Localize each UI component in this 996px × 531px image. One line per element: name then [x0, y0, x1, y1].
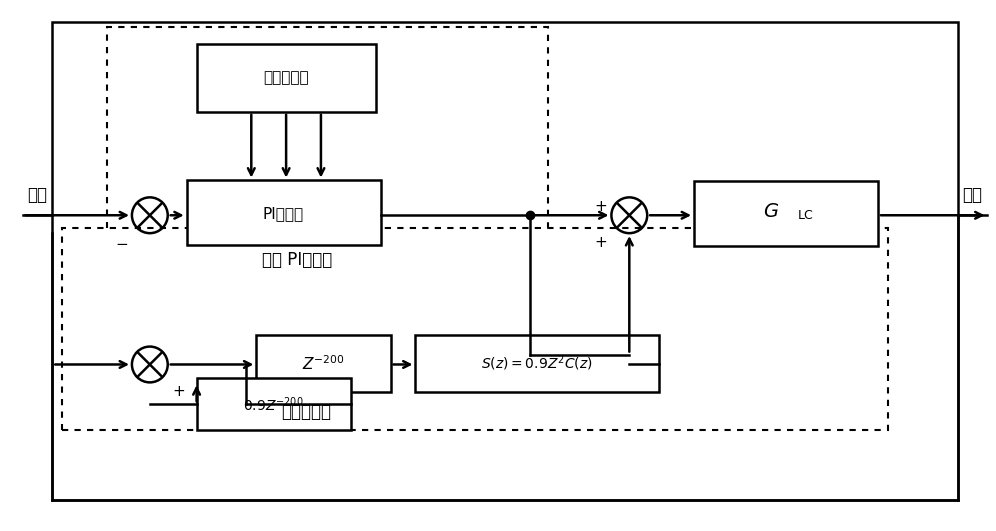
Text: LC: LC	[798, 209, 814, 222]
Text: $S(z)=0.9Z^{2}C(z)$: $S(z)=0.9Z^{2}C(z)$	[481, 354, 593, 373]
Text: $+$: $+$	[595, 235, 608, 250]
Bar	[63, 228, 888, 430]
Text: $-$: $-$	[115, 235, 127, 250]
Bar	[196, 44, 375, 112]
Text: $Z^{-200}$: $Z^{-200}$	[302, 354, 345, 373]
Text: 模糊 PI控制器: 模糊 PI控制器	[262, 251, 333, 269]
Bar	[196, 379, 351, 430]
Text: $+$: $+$	[171, 384, 185, 399]
Bar	[256, 335, 390, 392]
Bar	[694, 182, 878, 246]
Bar	[415, 335, 659, 392]
Bar	[107, 27, 548, 275]
Text: 输出: 输出	[962, 186, 983, 204]
Text: $+$: $+$	[595, 199, 608, 214]
Text: PI控制器: PI控制器	[263, 206, 304, 221]
Text: $0.9Z^{-200}$: $0.9Z^{-200}$	[243, 395, 304, 414]
Text: 输入: 输入	[27, 186, 48, 204]
Text: $\it{G}$: $\it{G}$	[763, 202, 779, 221]
Bar	[186, 181, 380, 245]
Text: 重复控制器: 重复控制器	[281, 403, 331, 421]
Text: 模糊控制器: 模糊控制器	[263, 71, 309, 85]
